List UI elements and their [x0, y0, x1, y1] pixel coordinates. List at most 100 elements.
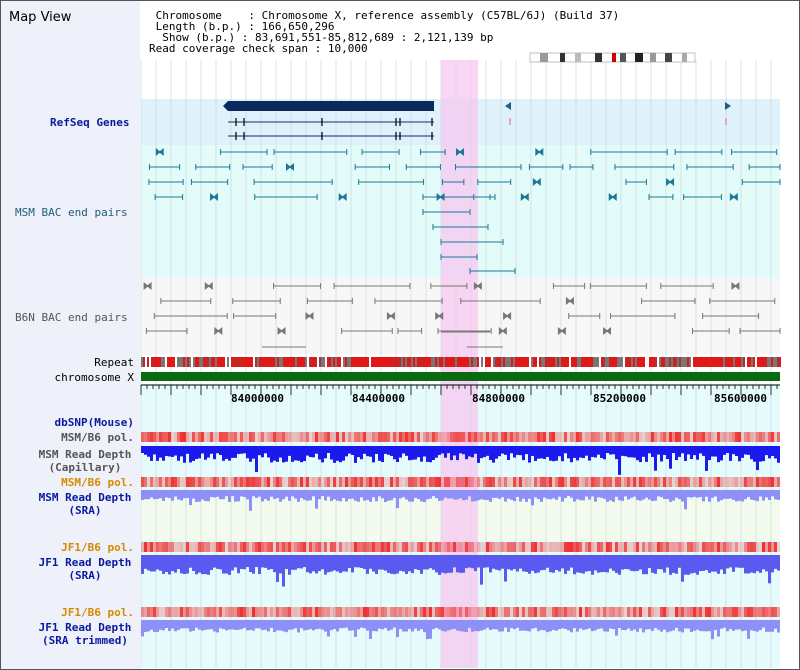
msm-depth-cap-bar — [570, 446, 573, 463]
msm-depth-cap-bar — [291, 446, 294, 462]
jf1-depth-sra-bar — [399, 555, 402, 571]
jf1-depth-sra-bar — [243, 555, 246, 570]
msm-depth-cap-bar — [429, 446, 432, 463]
msm-pol-cell — [150, 477, 153, 487]
msm-depth-sra-bar — [258, 490, 261, 497]
jf1-depth-trim-bar — [648, 620, 651, 630]
repeat-segment — [183, 357, 185, 367]
repeat-segment — [323, 357, 325, 367]
msm-pol-cell — [372, 477, 375, 487]
msm-depth-cap-bar — [330, 446, 333, 460]
repeat-segment — [547, 357, 549, 367]
jf1-pol-cell — [684, 542, 687, 552]
msm-depth-sra-bar — [342, 490, 345, 498]
jf1-depth-sra-bar — [174, 555, 177, 573]
coverage-value: 10,000 — [327, 42, 368, 55]
jf1-depth-trim-bar — [303, 620, 306, 631]
repeat-segment — [447, 357, 449, 367]
jf1-depth-sra-bar — [252, 555, 255, 574]
track-label-msm-depth-sra[interactable]: MSM Read Depth (SRA) — [30, 491, 140, 517]
b6n-bac-arrow — [602, 327, 608, 335]
jf1-depth-trim-bar — [450, 620, 453, 630]
track-label-jf1-b6-pol-2[interactable]: JF1/B6 pol. — [61, 606, 134, 619]
msm-bac-arrow — [338, 193, 344, 201]
msm-depth-sra-bar — [153, 490, 156, 500]
msm-depth-sra-bar — [537, 490, 540, 500]
msm-depth-sra-bar — [150, 490, 153, 498]
jf1-pol-cell — [147, 542, 150, 552]
repeat-segment — [347, 357, 349, 367]
jf1-depth-sra-bar — [402, 555, 405, 572]
track-label-dbsnp[interactable]: dbSNP(Mouse) — [54, 416, 134, 429]
track-label-jf1-b6-pol-1[interactable]: JF1/B6 pol. — [61, 541, 134, 554]
jf1-pol-cell — [747, 607, 750, 617]
msm-pol-cell — [327, 477, 330, 487]
msm-pol-cell — [483, 432, 486, 442]
jf1-pol-cell — [681, 542, 684, 552]
jf1-depth-sra-bar — [597, 555, 600, 573]
jf1-depth-trim-bar — [183, 620, 186, 629]
repeat-segment — [159, 357, 161, 367]
jf1-depth-trim-bar — [774, 620, 777, 629]
repeat-segment — [777, 357, 779, 367]
msm-depth-sra-bar — [405, 490, 408, 500]
jf1-depth-sra-bar — [465, 555, 468, 569]
msm-depth-cap-bar — [498, 446, 501, 457]
msm-depth-sra-bar — [597, 490, 600, 498]
track-label-msm-b6-pol-1[interactable]: MSM/B6 pol. — [61, 431, 134, 444]
msm-pol-cell — [231, 477, 234, 487]
jf1-pol-cell — [630, 607, 633, 617]
msm-depth-sra-bar — [279, 490, 282, 502]
repeat-segment — [673, 357, 675, 367]
repeat-segment — [585, 357, 587, 367]
track-label-refseq-genes[interactable]: RefSeq Genes — [50, 116, 130, 129]
msm-depth-sra-bar — [507, 490, 510, 499]
track-label-msm-bac[interactable]: MSM BAC end pairs — [15, 206, 128, 219]
track-label-jf1-depth-sra[interactable]: JF1 Read Depth (SRA) — [30, 556, 140, 582]
track-label-b6n-bac[interactable]: B6N BAC end pairs — [15, 311, 128, 324]
jf1-pol-cell — [501, 542, 504, 552]
msm-pol-cell — [273, 432, 276, 442]
msm-pol-cell — [186, 477, 189, 487]
msm-pol-cell — [666, 432, 669, 442]
msm-depth-cap-bar — [408, 446, 411, 461]
msm-pol-cell — [291, 477, 294, 487]
msm-pol-cell — [678, 432, 681, 442]
msm-pol-cell — [573, 432, 576, 442]
track-label-repeat[interactable]: Repeat — [94, 356, 134, 369]
msm-pol-cell — [609, 477, 612, 487]
track-label-msm-depth-capillary[interactable]: MSM Read Depth (Capillary) — [30, 448, 140, 474]
jf1-pol-cell — [225, 542, 228, 552]
msm-depth-sra-bar — [528, 490, 531, 499]
msm-pol-cell — [207, 432, 210, 442]
msm-pol-cell — [282, 477, 285, 487]
msm-depth-sra-bar — [156, 490, 159, 499]
jf1-depth-trim-bar — [348, 620, 351, 631]
msm-pol-cell — [648, 432, 651, 442]
jf1-pol-cell — [396, 607, 399, 617]
jf1-depth-sra-bar — [708, 555, 711, 573]
msm-depth-sra-bar — [468, 490, 471, 497]
msm-depth-cap-bar — [744, 446, 747, 455]
msm-pol-cell — [414, 477, 417, 487]
jf1-depth-sra-bar — [489, 555, 492, 573]
jf1-depth-trim-bar — [180, 620, 183, 629]
jf1-pol-cell — [327, 542, 330, 552]
jf1-depth-trim-bar — [678, 620, 681, 632]
msm-pol-cell — [471, 477, 474, 487]
track-label-chromosome[interactable]: chromosome X — [54, 371, 134, 384]
msm-depth-cap-bar — [516, 446, 519, 455]
repeat-segment — [711, 357, 713, 367]
track-label-jf1-depth-trimmed[interactable]: JF1 Read Depth (SRA trimmed) — [30, 621, 140, 647]
jf1-pol-cell — [420, 607, 423, 617]
msm-depth-sra-bar — [630, 490, 633, 498]
msm-pol-cell — [606, 477, 609, 487]
track-label-msm-b6-pol-2[interactable]: MSM/B6 pol. — [61, 476, 134, 489]
jf1-depth-trim-bar — [594, 620, 597, 631]
msm-depth-sra-bar — [423, 490, 426, 502]
jf1-pol-cell — [657, 542, 660, 552]
jf1-depth-sra-bar — [546, 555, 549, 568]
jf1-pol-cell — [660, 542, 663, 552]
jf1-pol-cell — [561, 607, 564, 617]
